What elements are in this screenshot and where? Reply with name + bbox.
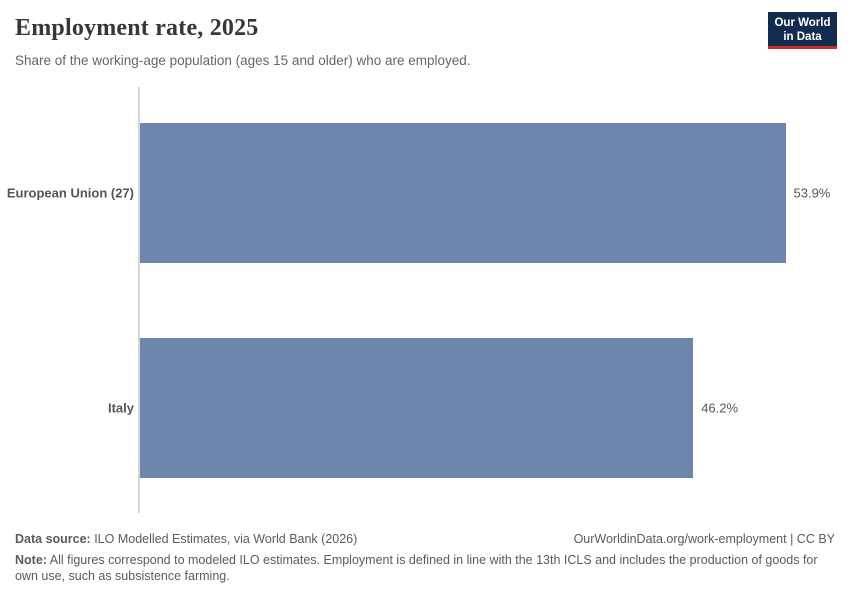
note-label: Note:	[15, 553, 47, 567]
data-source-line: Data source: ILO Modelled Estimates, via…	[15, 531, 357, 547]
bar-row: European Union (27) 53.9%	[0, 123, 850, 263]
chart-footer: Data source: ILO Modelled Estimates, via…	[15, 531, 835, 584]
bar[interactable]	[139, 338, 694, 478]
owid-logo-line1: Our World	[774, 17, 831, 29]
owid-logo-line2: in Data	[783, 31, 822, 43]
owid-logo[interactable]: Our World in Data	[768, 12, 837, 49]
y-axis-line	[138, 87, 140, 513]
bar-value-label: 46.2%	[701, 400, 739, 416]
note-text: All figures correspond to modeled ILO es…	[15, 553, 818, 583]
data-source-text: ILO Modelled Estimates, via World Bank (…	[90, 532, 358, 546]
page-title: Employment rate, 2025	[15, 15, 259, 41]
bar-category-label: European Union (27)	[6, 185, 134, 201]
bar[interactable]	[139, 123, 786, 263]
bar-row: Italy 46.2%	[0, 338, 850, 478]
bar-chart-area: European Union (27) 53.9% Italy 46.2%	[0, 87, 850, 513]
chart-subtitle: Share of the working-age population (age…	[15, 53, 471, 68]
data-source-label: Data source:	[15, 532, 91, 546]
bar-value-label: 53.9%	[793, 185, 831, 201]
bar-category-label: Italy	[107, 400, 134, 416]
note-line: Note: All figures correspond to modeled …	[15, 552, 835, 584]
owid-url-link[interactable]: OurWorldinData.org/work-employment | CC …	[573, 532, 835, 546]
